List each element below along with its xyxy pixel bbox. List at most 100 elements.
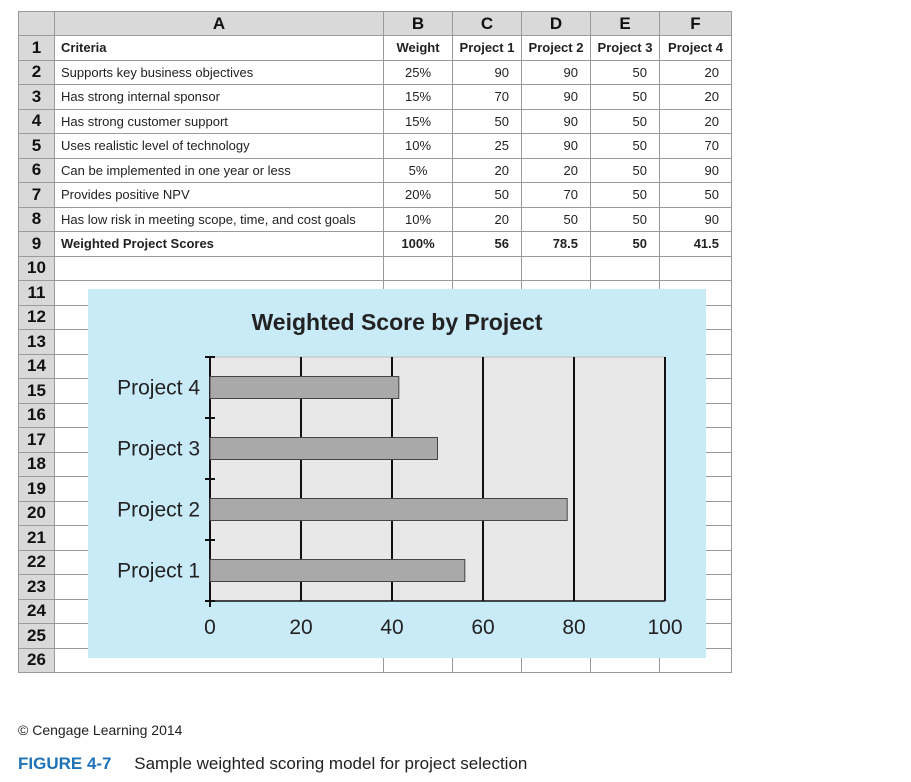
cell[interactable]: 50	[590, 157, 660, 183]
cell[interactable]: 15%	[383, 84, 453, 110]
bar-project-1	[209, 559, 466, 582]
row-header[interactable]: 26	[18, 647, 55, 673]
row-header[interactable]: 19	[18, 476, 55, 502]
sheet-row: 4 Has strong customer support 15% 50 90 50 20	[18, 108, 732, 134]
row-header[interactable]: 22	[18, 549, 55, 575]
cell[interactable]: 50	[590, 108, 660, 134]
row-header[interactable]: 2	[18, 59, 55, 85]
sheet-row: 8 Has low risk in meeting scope, time, an…	[18, 206, 732, 232]
cell[interactable]: Has strong customer support	[54, 108, 384, 134]
cell[interactable]: 70	[521, 182, 591, 208]
column-header-b[interactable]: B	[383, 11, 453, 36]
column-header-c[interactable]: C	[452, 11, 522, 36]
cell[interactable]: 5%	[383, 157, 453, 183]
cell[interactable]: 50	[452, 108, 522, 134]
select-all-corner[interactable]	[18, 11, 55, 36]
cell[interactable]: Provides positive NPV	[54, 182, 384, 208]
cell[interactable]: 50	[590, 59, 660, 85]
cell[interactable]: 15%	[383, 108, 453, 134]
cell[interactable]: Supports key business objectives	[54, 59, 384, 85]
row-header[interactable]: 17	[18, 427, 55, 453]
cell[interactable]	[452, 255, 522, 281]
cell[interactable]: 70	[452, 84, 522, 110]
cell[interactable]: 50	[590, 206, 660, 232]
cell[interactable]: 50	[590, 231, 660, 257]
cell[interactable]: 20	[452, 206, 522, 232]
cell[interactable]: 20	[659, 59, 732, 85]
cell[interactable]: 41.5	[659, 231, 732, 257]
cell[interactable]: 90	[521, 84, 591, 110]
cell[interactable]: Project 3	[590, 35, 660, 61]
row-header[interactable]: 25	[18, 623, 55, 649]
cell[interactable]: 50	[590, 84, 660, 110]
cell[interactable]: Project 2	[521, 35, 591, 61]
row-header[interactable]: 18	[18, 451, 55, 477]
cell[interactable]: Can be implemented in one year or less	[54, 157, 384, 183]
cell[interactable]	[659, 255, 732, 281]
row-header[interactable]: 5	[18, 133, 55, 159]
row-header[interactable]: 14	[18, 353, 55, 379]
cell[interactable]: Has low risk in meeting scope, time, and…	[54, 206, 384, 232]
cell[interactable]: 25%	[383, 59, 453, 85]
cell[interactable]: 20%	[383, 182, 453, 208]
cell[interactable]: 90	[452, 59, 522, 85]
row-header[interactable]: 13	[18, 329, 55, 355]
row-header[interactable]: 10	[18, 255, 55, 281]
cell[interactable]: 90	[521, 108, 591, 134]
row-header[interactable]: 8	[18, 206, 55, 232]
cell[interactable]: 50	[452, 182, 522, 208]
row-header[interactable]: 15	[18, 378, 55, 404]
cell[interactable]: Uses realistic level of technology	[54, 133, 384, 159]
column-header-e[interactable]: E	[590, 11, 660, 36]
figure-caption-text: Sample weighted scoring model for projec…	[134, 754, 528, 773]
column-header-a[interactable]: A	[54, 11, 384, 36]
cell[interactable]: Weight	[383, 35, 453, 61]
row-header[interactable]: 3	[18, 84, 55, 110]
sheet-row: 3 Has strong internal sponsor 15% 70 90 50 20	[18, 84, 732, 110]
y-category-label: Project 3	[117, 438, 200, 461]
cell[interactable]: Weighted Project Scores	[54, 231, 384, 257]
cell[interactable]: 10%	[383, 133, 453, 159]
cell[interactable]: 50	[590, 182, 660, 208]
column-header-d[interactable]: D	[521, 11, 591, 36]
cell[interactable]: 20	[659, 108, 732, 134]
cell[interactable]: 10%	[383, 206, 453, 232]
column-header-f[interactable]: F	[659, 11, 732, 36]
cell[interactable]	[521, 255, 591, 281]
cell[interactable]: 25	[452, 133, 522, 159]
row-header[interactable]: 6	[18, 157, 55, 183]
cell[interactable]: 56	[452, 231, 522, 257]
row-header[interactable]: 23	[18, 574, 55, 600]
row-header[interactable]: 1	[18, 35, 55, 61]
cell[interactable]	[54, 255, 384, 281]
row-header[interactable]: 24	[18, 598, 55, 624]
cell[interactable]: 20	[452, 157, 522, 183]
cell[interactable]: Project 1	[452, 35, 522, 61]
cell[interactable]: 50	[521, 206, 591, 232]
cell[interactable]: 78.5	[521, 231, 591, 257]
cell[interactable]: Project 4	[659, 35, 732, 61]
row-header[interactable]: 11	[18, 280, 55, 306]
cell[interactable]: 90	[659, 206, 732, 232]
row-header[interactable]: 9	[18, 231, 55, 257]
cell[interactable]: 50	[659, 182, 732, 208]
cell[interactable]: 90	[521, 133, 591, 159]
cell[interactable]: 90	[521, 59, 591, 85]
row-header[interactable]: 7	[18, 182, 55, 208]
row-header[interactable]: 4	[18, 108, 55, 134]
cell[interactable]: 90	[659, 157, 732, 183]
cell[interactable]	[383, 255, 453, 281]
cell[interactable]: 100%	[383, 231, 453, 257]
weighted-score-chart[interactable]: Weighted Score by Project 0 20 40 60 80 100 Pr…	[88, 289, 706, 658]
cell[interactable]: Has strong internal sponsor	[54, 84, 384, 110]
row-header[interactable]: 16	[18, 402, 55, 428]
row-header[interactable]: 12	[18, 304, 55, 330]
cell[interactable]: 70	[659, 133, 732, 159]
cell[interactable]: 20	[521, 157, 591, 183]
cell[interactable]: 50	[590, 133, 660, 159]
row-header[interactable]: 21	[18, 525, 55, 551]
cell[interactable]: Criteria	[54, 35, 384, 61]
cell[interactable]: 20	[659, 84, 732, 110]
row-header[interactable]: 20	[18, 500, 55, 526]
cell[interactable]	[590, 255, 660, 281]
